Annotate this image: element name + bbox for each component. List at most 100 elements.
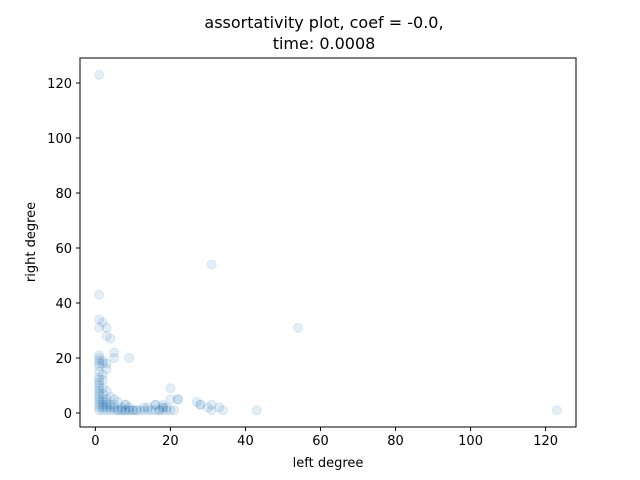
scatter-point-34: [97, 358, 108, 369]
scatter-point-27: [165, 405, 176, 416]
scatter-point-68: [94, 394, 105, 405]
scatter-point-44: [97, 369, 108, 380]
scatter-point-35: [157, 402, 168, 413]
scatter-point-79: [101, 396, 112, 407]
scatter-point-40: [101, 363, 112, 374]
scatter-point-106: [131, 405, 142, 416]
scatter-point-25: [169, 405, 180, 416]
y-axis-label: right degree: [24, 202, 39, 282]
scatter-point-32: [94, 358, 105, 369]
x-tick-label-40: 40: [237, 434, 254, 449]
scatter-point-92: [142, 405, 153, 416]
scatter-point-66: [105, 391, 116, 402]
scatter-point-108: [97, 374, 108, 385]
scatter-point-3: [292, 322, 303, 333]
scatter-point-42: [94, 366, 105, 377]
x-tick-label-60: 60: [312, 434, 329, 449]
scatter-point-20: [109, 347, 120, 358]
scatter-point-47: [139, 405, 150, 416]
scatter-point-69: [109, 405, 120, 416]
scatter-point-9: [214, 402, 225, 413]
scatter-point-67: [112, 396, 123, 407]
scatter-point-73: [109, 399, 120, 410]
scatter-point-61: [116, 405, 127, 416]
scatter-point-96: [157, 402, 168, 413]
scatter-point-6: [94, 314, 105, 325]
scatter-point-86: [94, 402, 105, 413]
scatter-point-18: [124, 352, 135, 363]
scatter-point-75: [94, 396, 105, 407]
scatter-point-1: [551, 405, 562, 416]
scatter-point-53: [124, 405, 135, 416]
scatter-point-93: [150, 405, 161, 416]
scatter-point-60: [94, 388, 105, 399]
scatter-point-95: [154, 405, 165, 416]
scatter-point-15: [191, 396, 202, 407]
scatter-point-62: [97, 388, 108, 399]
x-axis-label: left degree: [293, 456, 364, 471]
scatter-point-74: [109, 394, 120, 405]
x-tick-label-80: 80: [387, 434, 404, 449]
scatter-point-57: [120, 405, 131, 416]
scatter-point-90: [135, 405, 146, 416]
scatter-point-16: [101, 330, 112, 341]
scatter-point-103: [120, 399, 131, 410]
scatter-point-97: [172, 394, 183, 405]
scatter-point-55: [124, 402, 135, 413]
scatter-point-89: [94, 405, 105, 416]
scatter-point-51: [127, 405, 138, 416]
scatter-point-2: [206, 259, 217, 270]
y-tick-label-40: 40: [55, 297, 72, 312]
scatter-point-45: [142, 402, 153, 413]
x-tick-label-120: 120: [533, 434, 558, 449]
x-axis-ticks: 0 20 40 60 80 100 120: [91, 427, 558, 449]
scatter-point-105: [127, 405, 138, 416]
scatter-point-11: [206, 405, 217, 416]
scatter-point-13: [206, 399, 217, 410]
scatter-point-36: [101, 358, 112, 369]
scatter-point-46: [94, 372, 105, 383]
scatter-point-17: [195, 399, 206, 410]
scatter-point-14: [105, 333, 116, 344]
scatter-point-88: [97, 402, 108, 413]
scatter-point-85: [101, 399, 112, 410]
scatter-point-87: [97, 405, 108, 416]
scatter-point-5: [251, 405, 262, 416]
scatter-point-70: [97, 394, 108, 405]
scatter-point-41: [150, 399, 161, 410]
scatter-point-12: [101, 322, 112, 333]
scatter-point-99: [202, 402, 213, 413]
scatter-point-59: [120, 399, 131, 410]
scatter-point-23: [165, 394, 176, 405]
scatter-point-52: [94, 383, 105, 394]
y-tick-label-0: 0: [64, 407, 72, 422]
scatter-point-98: [195, 399, 206, 410]
scatter-point-24: [94, 350, 105, 361]
scatter-point-80: [105, 399, 116, 410]
scatter-point-107: [94, 374, 105, 385]
scatter-point-43: [146, 405, 157, 416]
scatter-point-58: [101, 385, 112, 396]
scatter-point-19: [165, 383, 176, 394]
x-tick-label-20: 20: [162, 434, 179, 449]
scatter-point-64: [94, 391, 105, 402]
scatter-point-77: [97, 396, 108, 407]
y-tick-label-60: 60: [55, 242, 72, 257]
scatter-point-26: [94, 352, 105, 363]
scatter-point-91: [139, 402, 150, 413]
scatter-point-37: [157, 399, 168, 410]
scatter-point-94: [150, 399, 161, 410]
scatter-point-0: [94, 69, 105, 80]
y-tick-label-20: 20: [55, 352, 72, 367]
y-axis-ticks: 0 20 40 60 80 100 120: [47, 77, 80, 422]
scatter-point-71: [109, 402, 120, 413]
scatter-point-65: [112, 405, 123, 416]
chart-title-line-1: assortativity plot, coef = -0.0,: [204, 13, 443, 32]
scatter-point-76: [105, 405, 116, 416]
scatter-point-7: [217, 405, 228, 416]
scatter-point-54: [97, 383, 108, 394]
scatter-point-81: [94, 399, 105, 410]
scatter-point-33: [157, 405, 168, 416]
x-tick-label-0: 0: [91, 434, 99, 449]
